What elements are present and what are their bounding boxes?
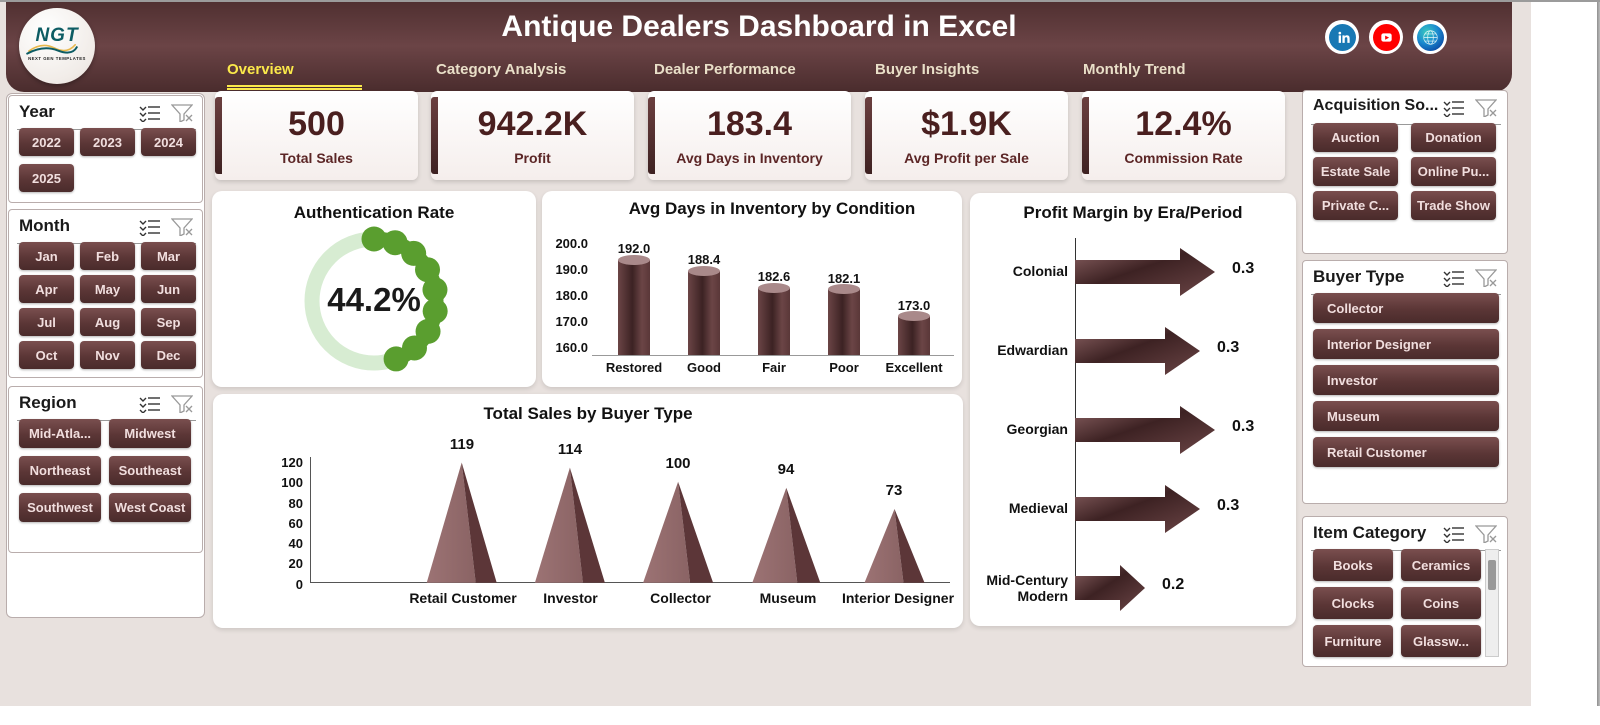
svg-text:44.2%: 44.2% bbox=[327, 281, 421, 318]
